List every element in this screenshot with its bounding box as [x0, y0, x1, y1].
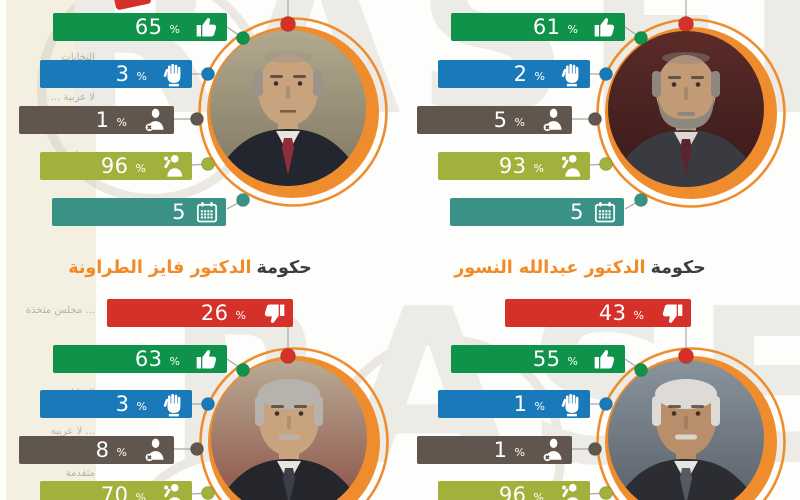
thumbs-up-icon [196, 349, 217, 368]
title-prefix: حكومة [650, 258, 706, 278]
person-raise-icon [561, 484, 579, 500]
faint-side-label: ... مجلس متخذة [25, 305, 95, 316]
percent-sign: % [135, 490, 146, 500]
person-x-icon [145, 438, 164, 462]
portrait-circle-top-right [591, 13, 791, 213]
percent-sign: % [116, 115, 127, 129]
government-title-ensour: حكومةالدكتور عبدالله النسور [400, 258, 760, 278]
stat-value: 1 [95, 107, 110, 132]
percent-sign: % [169, 354, 180, 368]
calendar-icon [594, 201, 616, 222]
thumbs-up-icon [594, 349, 615, 368]
stat-value: 3 [115, 391, 130, 416]
person-raise-icon [561, 155, 581, 177]
stat-bar-hand: 3% [40, 390, 192, 418]
stat-value: 2 [513, 61, 528, 86]
stat-value: 43 [598, 300, 627, 325]
percent-sign: % [514, 115, 525, 129]
portrait-circle-top-left [193, 12, 393, 212]
stat-bar-refuse: 1% [19, 106, 174, 134]
stat-bar-raise: 93% [438, 152, 590, 180]
percent-sign: % [533, 490, 544, 500]
percent-sign: % [514, 445, 525, 459]
stat-value: 96 [498, 482, 527, 500]
stat-value: 5 [570, 199, 584, 224]
portrait-circle-bottom-left [194, 342, 394, 500]
person-x-icon [145, 108, 164, 132]
stat-value: 3 [115, 61, 130, 86]
faint-side-label: لا عربية ... [50, 92, 95, 103]
stat-bar-hand: 3% [40, 60, 192, 88]
stat-value: 5 [493, 107, 508, 132]
stat-bar-years: 5 [52, 198, 226, 226]
prime-minister-portrait-4 [596, 347, 786, 500]
percent-sign: % [235, 308, 246, 322]
stat-bar-down: 43% [505, 299, 691, 327]
prime-minister-portrait-3 [199, 347, 389, 500]
stat-value: 26 [200, 300, 229, 325]
stat-value: 8 [95, 437, 110, 462]
stat-bar-up: 55% [451, 345, 625, 373]
person-raise-icon [163, 155, 183, 177]
person-x-icon [543, 438, 562, 462]
stat-bar-raise: 96% [40, 152, 192, 180]
person-x-icon [543, 108, 562, 132]
thumbs-up-icon [196, 17, 217, 36]
stat-value: 1 [513, 391, 528, 416]
percent-sign: % [567, 354, 578, 368]
thumbs-down-icon [264, 304, 285, 323]
stat-bar-refuse: 8% [19, 436, 174, 464]
stat-bar-refuse: 5% [417, 106, 572, 134]
percent-sign: % [534, 399, 545, 413]
percent-sign: % [633, 308, 644, 322]
stat-bar-raise: 96% [438, 481, 590, 500]
title-name: الدكتور فايز الطراونة [68, 258, 252, 278]
title-prefix: حكومة [256, 258, 312, 278]
stat-bar-up: 61% [451, 13, 625, 41]
stat-bar-up: 63% [53, 345, 227, 373]
percent-sign: % [169, 22, 180, 36]
calendar-icon [196, 201, 218, 222]
faint-side-label: ... لا عربية [50, 426, 95, 437]
title-name: الدكتور عبدالله النسور [454, 258, 646, 278]
stat-bar-years: 5 [450, 198, 624, 226]
prime-minister-portrait-2 [596, 18, 786, 208]
stat-value: 63 [134, 346, 163, 371]
raised-hand-icon [163, 63, 181, 86]
prime-minister-portrait-1 [198, 17, 388, 207]
stat-value: 93 [498, 153, 527, 178]
faint-side-label: متقدمة [65, 468, 95, 479]
stat-bar-hand: 1% [438, 390, 590, 418]
stat-value: 70 [100, 482, 129, 500]
government-title-tarawneh: حكومةالدكتور فايز الطراونة [10, 258, 370, 278]
stat-bar-hand: 2% [438, 60, 590, 88]
percent-sign: % [567, 22, 578, 36]
percent-sign: % [136, 399, 147, 413]
stat-bar-raise: 70% [40, 481, 192, 500]
raised-hand-icon [561, 63, 579, 86]
person-raise-icon [163, 484, 181, 500]
percent-sign: % [136, 69, 147, 83]
faint-side-label: التخابات [61, 52, 95, 63]
raised-hand-icon [163, 393, 181, 416]
thumbs-down-icon [662, 304, 683, 323]
stat-bar-refuse: 1% [417, 436, 572, 464]
stat-value: 5 [172, 199, 186, 224]
portrait-circle-bottom-right [591, 342, 791, 500]
raised-hand-icon [561, 393, 579, 416]
stat-value: 61 [532, 14, 561, 39]
stat-value: 55 [532, 346, 561, 371]
percent-sign: % [116, 445, 127, 459]
percent-sign: % [533, 161, 544, 175]
stat-value: 96 [100, 153, 129, 178]
stat-bar-down: 26% [107, 299, 293, 327]
stat-value: 65 [134, 14, 163, 39]
thumbs-up-icon [594, 17, 615, 36]
stat-bar-up: 65% [53, 13, 227, 41]
percent-sign: % [534, 69, 545, 83]
percent-sign: % [135, 161, 146, 175]
stat-value: 1 [493, 437, 508, 462]
